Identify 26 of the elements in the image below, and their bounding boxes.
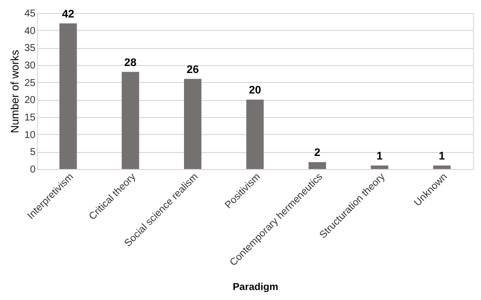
y-tick-label: 20 xyxy=(24,95,36,106)
y-axis-title: Number of works xyxy=(9,49,22,134)
bar xyxy=(184,78,202,169)
bar xyxy=(308,162,326,169)
data-label: 20 xyxy=(248,84,262,97)
data-label: 1 xyxy=(376,150,383,163)
y-tick-label: 10 xyxy=(24,130,36,141)
bar xyxy=(370,166,388,169)
data-label: 28 xyxy=(124,56,137,69)
bar xyxy=(59,23,77,169)
y-tick-label: 5 xyxy=(30,147,36,158)
data-label: 26 xyxy=(186,64,199,76)
y-tick-label: 30 xyxy=(24,60,36,72)
data-label: 2 xyxy=(314,147,320,160)
y-tick-label: 35 xyxy=(24,43,36,54)
y-tick-label: 40 xyxy=(24,26,36,37)
data-label: 1 xyxy=(438,150,445,163)
bar xyxy=(433,166,451,169)
y-tick-label: 45 xyxy=(24,8,36,20)
bar xyxy=(246,100,264,169)
y-tick-label: 0 xyxy=(30,164,36,176)
y-tick-label: 15 xyxy=(24,112,36,124)
y-tick-label: 25 xyxy=(24,78,36,89)
bar xyxy=(122,72,140,169)
x-axis-title: Paradigm xyxy=(232,282,278,293)
data-label: 42 xyxy=(62,8,74,20)
